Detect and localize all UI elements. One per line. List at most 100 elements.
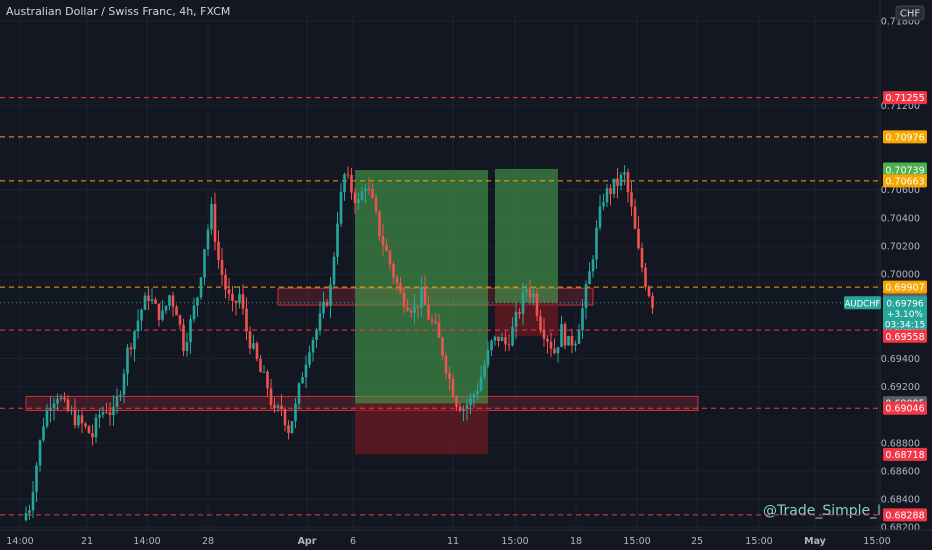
candle-body	[255, 343, 259, 359]
candle-body	[406, 307, 409, 311]
candle-body	[591, 259, 595, 272]
y-tick-label: 0.70600	[881, 185, 920, 196]
candle-body	[248, 331, 252, 349]
candle-body	[70, 410, 73, 412]
candle-body	[119, 394, 122, 397]
symbol-tag	[844, 296, 881, 310]
candle-body	[402, 292, 406, 308]
y-tick-label: 0.68200	[881, 523, 920, 534]
candles	[24, 165, 654, 522]
price-tag-0.70739	[883, 163, 927, 177]
candle-body	[196, 297, 199, 306]
candle-body	[224, 274, 227, 290]
candle-body	[252, 343, 255, 349]
candle-body	[122, 373, 126, 395]
candle-body	[49, 408, 52, 411]
candle-body	[297, 383, 301, 404]
candle-body	[381, 236, 385, 246]
candle-body	[140, 309, 143, 321]
candle-body	[346, 174, 350, 176]
x-tick-label: May	[804, 536, 827, 547]
long-position-2-loss[interactable]	[495, 302, 558, 337]
candle-body	[626, 172, 630, 193]
candle-body	[108, 412, 112, 416]
candle-body	[472, 394, 476, 398]
candle-body	[245, 308, 248, 332]
candle-body	[378, 211, 381, 237]
currency-badge-label: CHF	[900, 9, 921, 20]
candle-body	[112, 406, 115, 416]
candle-body	[206, 229, 210, 250]
candle-body	[490, 340, 493, 351]
x-tick-label: 25	[691, 536, 703, 547]
candle-body	[339, 191, 343, 224]
y-tick-label: 0.71800	[881, 17, 920, 28]
candle-body	[518, 311, 521, 314]
candle-body	[343, 174, 346, 192]
price-tag-text: 0.69907	[885, 283, 924, 294]
candle-body	[283, 409, 287, 426]
candle-body	[143, 295, 147, 310]
candle-body	[280, 405, 283, 410]
candle-body	[616, 178, 619, 186]
candle-body	[483, 365, 486, 377]
x-tick-label: 21	[81, 536, 93, 547]
candle-body	[458, 406, 462, 411]
candle-body	[486, 350, 490, 366]
candle-body	[409, 310, 413, 313]
y-tick-label: 0.68400	[881, 495, 920, 506]
y-tick-label: 0.71200	[881, 101, 920, 112]
candle-body	[241, 294, 245, 309]
candle-body	[304, 364, 308, 378]
candle-body	[374, 197, 378, 212]
candle-body	[434, 321, 437, 323]
candle-body	[269, 388, 273, 406]
candle-body	[353, 192, 357, 204]
candle-body	[528, 289, 532, 298]
candle-body	[329, 284, 332, 306]
price-tag-0.69558	[883, 329, 927, 343]
candle-body	[497, 336, 500, 342]
candle-body	[420, 286, 423, 308]
price-tag-0.70976	[883, 130, 927, 144]
candle-body	[584, 284, 588, 309]
candle-body	[154, 299, 157, 304]
candle-body	[311, 339, 315, 353]
price-tag-0.69046	[883, 401, 927, 415]
candle-body	[210, 203, 213, 230]
candle-body	[647, 287, 651, 297]
candle-body	[294, 403, 297, 422]
candle-body	[147, 295, 150, 302]
price-tag-0.68288	[883, 508, 927, 522]
candle-body	[213, 203, 217, 242]
long-position-1-loss[interactable]	[355, 403, 488, 455]
candle-body	[444, 355, 448, 373]
candle-body	[217, 241, 220, 261]
candle-body	[38, 440, 42, 466]
candle-body	[469, 397, 472, 405]
price-labels: 0.712550.709760.707480.707390.706630.699…	[844, 91, 927, 522]
currency-badge[interactable]: CHF	[895, 5, 925, 21]
candle-body	[392, 264, 395, 278]
candle-body	[220, 260, 224, 275]
candle-body	[238, 294, 241, 304]
candle-body	[651, 296, 654, 308]
y-tick-label: 0.69200	[881, 382, 920, 393]
candle-body	[91, 433, 94, 438]
candle-body	[427, 304, 430, 320]
candle-body	[189, 319, 192, 343]
candle-body	[623, 172, 626, 175]
candle-body	[633, 206, 637, 229]
candle-body	[532, 293, 535, 298]
candle-body	[126, 347, 129, 374]
candle-body	[259, 358, 262, 373]
symbol-tag-text: AUDCHF	[845, 299, 881, 309]
candle-body	[129, 347, 133, 350]
candle-body	[161, 310, 164, 320]
candle-body	[133, 331, 136, 350]
candle-body	[521, 291, 525, 314]
change-percent-text: +3.10%	[887, 310, 924, 320]
candle-body	[325, 301, 329, 306]
long-position-2-profit[interactable]	[495, 168, 558, 303]
